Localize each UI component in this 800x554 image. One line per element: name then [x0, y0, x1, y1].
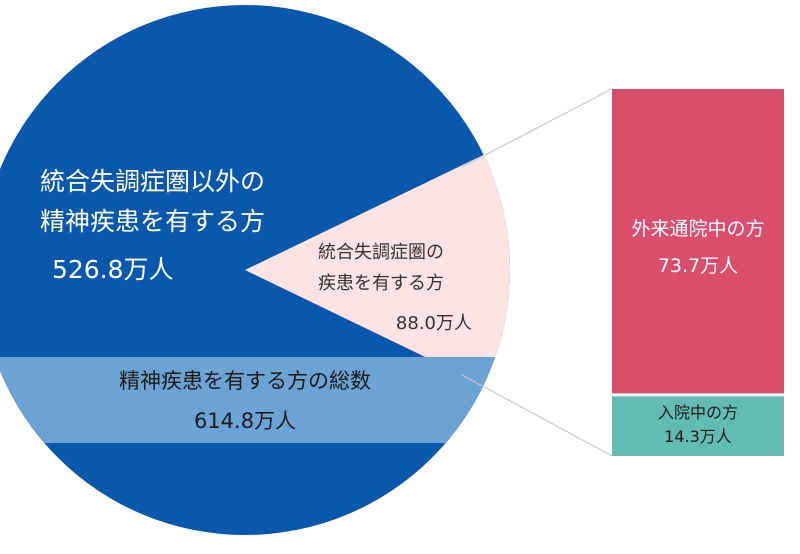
bar-segment-inpatient: [612, 396, 784, 456]
total-value: 614.8万人: [194, 409, 296, 433]
slice-label-schizophrenia-line1: 統合失調症圏の: [318, 242, 444, 263]
pie-slice-schizophrenia: [245, 154, 511, 386]
breakdown-bar: [612, 89, 784, 456]
connector-line-top: [461, 88, 613, 168]
bar-label-inpatient: 入院中の方: [658, 403, 738, 422]
bar-value-inpatient: 14.3万人: [664, 427, 732, 446]
connector-line-bottom: [461, 374, 613, 457]
slice-value-schizophrenia: 88.0万人: [396, 313, 472, 334]
bar-segment-outpatient: [612, 89, 784, 394]
slice-label-other-line2: 精神疾患を有する方: [40, 207, 265, 236]
bar-label-outpatient: 外来通院中の方: [631, 218, 764, 240]
pie-chart: [0, 5, 511, 535]
bar-value-outpatient: 73.7万人: [658, 255, 738, 277]
slice-value-other: 526.8万人: [52, 255, 174, 284]
total-label: 精神疾患を有する方の総数: [119, 369, 371, 393]
total-band: [0, 357, 510, 443]
slice-label-other-line1: 統合失調症圏以外の: [40, 167, 265, 196]
slice-label-schizophrenia-line2: 疾患を有する方: [318, 273, 444, 294]
